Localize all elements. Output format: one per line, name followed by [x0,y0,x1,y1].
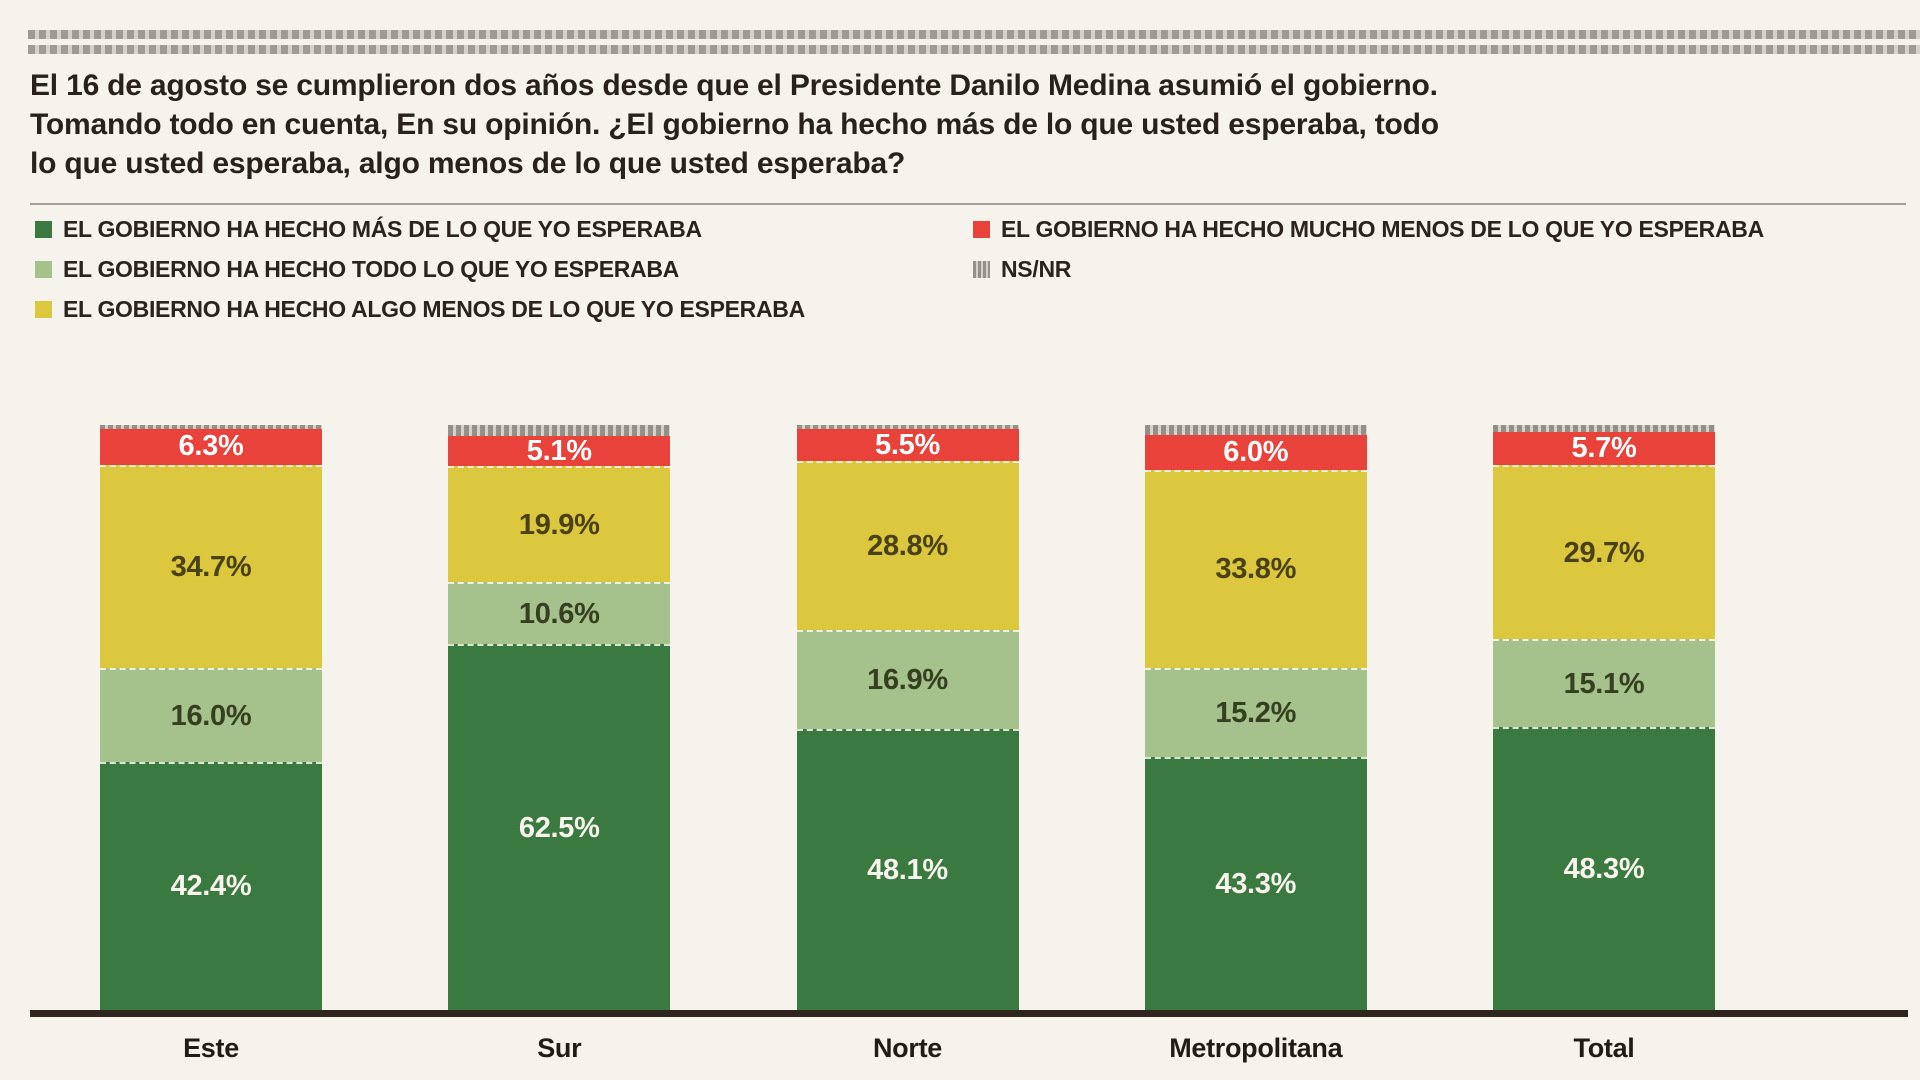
legend-item: EL GOBIERNO HA HECHO MUCHO MENOS DE LO Q… [973,216,1764,243]
legend-col-right: EL GOBIERNO HA HECHO MUCHO MENOS DE LO Q… [973,216,1764,283]
category-label: Metropolitana [1169,1033,1343,1063]
bar-segment: 33.8% [1144,470,1367,668]
rule-line [28,45,1920,54]
bar-metropolitana: 6.0% 33.8% 15.2% 43.3% [1144,425,1367,1010]
bar-sur: 5.1% 19.9% 10.6% 62.5% [448,425,671,1010]
bar-segment: 43.3% [1144,756,1367,1010]
bar-segment: 6.0% [1144,434,1367,471]
segment-value-label: 29.7% [1563,536,1645,569]
bar-segment: 15.1% [1493,639,1715,728]
bar-norte: 5.5% 28.8% 16.9% 48.1% [796,425,1019,1010]
bar-segment: 5.5% [796,428,1019,462]
segment-value-label: 33.8% [1215,553,1297,586]
segment-value-label: 42.4% [170,870,252,903]
title-line-3: lo que usted esperaba, algo menos de lo … [30,147,906,180]
stacked-bar-chart: 6.3% 34.7% 16.0% 42.4% 5.1% 19.9% 10.6% 62.5% 5.… [0,425,1920,1064]
bar-total: 5.7% 29.7% 15.1% 48.3% [1493,425,1715,1010]
segment-value-label: 5.5% [875,428,940,461]
legend-swatch-icon [973,261,990,278]
bar-segment: 16.0% [100,668,322,762]
segment-value-label: 48.1% [867,853,948,886]
legend-swatch-icon [35,261,52,278]
bars-row: 6.3% 34.7% 16.0% 42.4% 5.1% 19.9% 10.6% 62.5% 5.… [100,425,1715,1010]
segment-value-label: 19.9% [518,508,600,541]
segment-value-label: 5.1% [526,434,592,467]
bar-este: 6.3% 34.7% 16.0% 42.4% [100,425,322,1010]
segment-value-label: 16.9% [867,663,948,696]
legend-swatch-icon [35,301,52,318]
bar-segment: 34.7% [100,465,322,669]
bar-segment [796,425,1019,430]
bar-segment: 48.3% [1493,727,1715,1010]
segment-value-label: 62.5% [518,811,600,844]
segment-value-label: 16.0% [170,699,252,732]
bar-segment: 5.7% [1493,432,1715,466]
segment-value-label: 15.1% [1563,667,1645,700]
segment-value-label: 48.3% [1563,853,1645,886]
category-labels-row: Este Sur Norte Metropolitana Total [100,1033,1715,1064]
segment-value-label: 10.6% [518,597,600,630]
rule-line [28,30,1920,39]
legend-item: EL GOBIERNO HA HECHO MÁS DE LO QUE YO ES… [35,216,805,243]
bar-segment: 42.4% [100,761,322,1010]
legend-item: EL GOBIERNO HA HECHO ALGO MENOS DE LO QU… [35,296,805,323]
title-line-2: Tomando todo en cuenta, En su opinión. ¿… [30,108,1439,141]
legend-swatch-icon [973,221,990,238]
bar-segment: 29.7% [1493,465,1715,640]
legend-item-label: EL GOBIERNO HA HECHO MÁS DE LO QUE YO ES… [63,216,702,242]
segment-value-label: 15.2% [1215,696,1297,729]
bar-segment [448,425,671,437]
bar-segment: 5.1% [448,434,671,467]
bar-segment: 6.3% [100,428,322,466]
segment-value-label: 28.8% [867,530,948,562]
title-line-1: El 16 de agosto se cumplieron dos años d… [30,69,1438,102]
top-double-rule [28,30,1920,60]
category-label: Este [183,1033,239,1063]
segment-value-label: 34.7% [170,551,252,584]
segment-value-label: 6.0% [1223,435,1289,468]
bar-segment: 62.5% [448,644,671,1010]
legend-item: EL GOBIERNO HA HECHO TODO LO QUE YO ESPE… [35,256,805,283]
category-label: Sur [537,1033,582,1063]
bar-segment [1493,425,1715,433]
category-label: Norte [872,1033,942,1063]
bar-segment [1144,425,1367,435]
legend-item-label: EL GOBIERNO HA HECHO TODO LO QUE YO ESPE… [63,256,679,282]
segment-value-label: 43.3% [1215,867,1297,900]
x-axis-line [30,1010,1908,1017]
segment-value-label: 5.7% [1571,432,1637,465]
bar-segment [100,425,322,429]
legend-item-label: EL GOBIERNO HA HECHO MUCHO MENOS DE LO Q… [1001,216,1764,242]
bar-segment: 48.1% [796,728,1019,1010]
bar-segment: 10.6% [448,582,671,645]
survey-question-title: El 16 de agosto se cumplieron dos años d… [30,66,1510,183]
legend-item-label: EL GOBIERNO HA HECHO ALGO MENOS DE LO QU… [63,296,805,322]
legend-swatch-icon [35,221,52,238]
legend-item-label: NS/NR [1001,256,1072,282]
bar-segment: 19.9% [448,465,671,583]
legend-col-left: EL GOBIERNO HA HECHO MÁS DE LO QUE YO ES… [35,216,805,323]
bar-segment: 16.9% [796,629,1019,729]
legend-item: NS/NR [973,256,1764,283]
category-label: Total [1573,1033,1635,1063]
bar-segment: 28.8% [796,461,1019,630]
header-divider [30,203,1906,205]
segment-value-label: 6.3% [178,430,244,463]
bar-segment: 15.2% [1144,667,1367,757]
